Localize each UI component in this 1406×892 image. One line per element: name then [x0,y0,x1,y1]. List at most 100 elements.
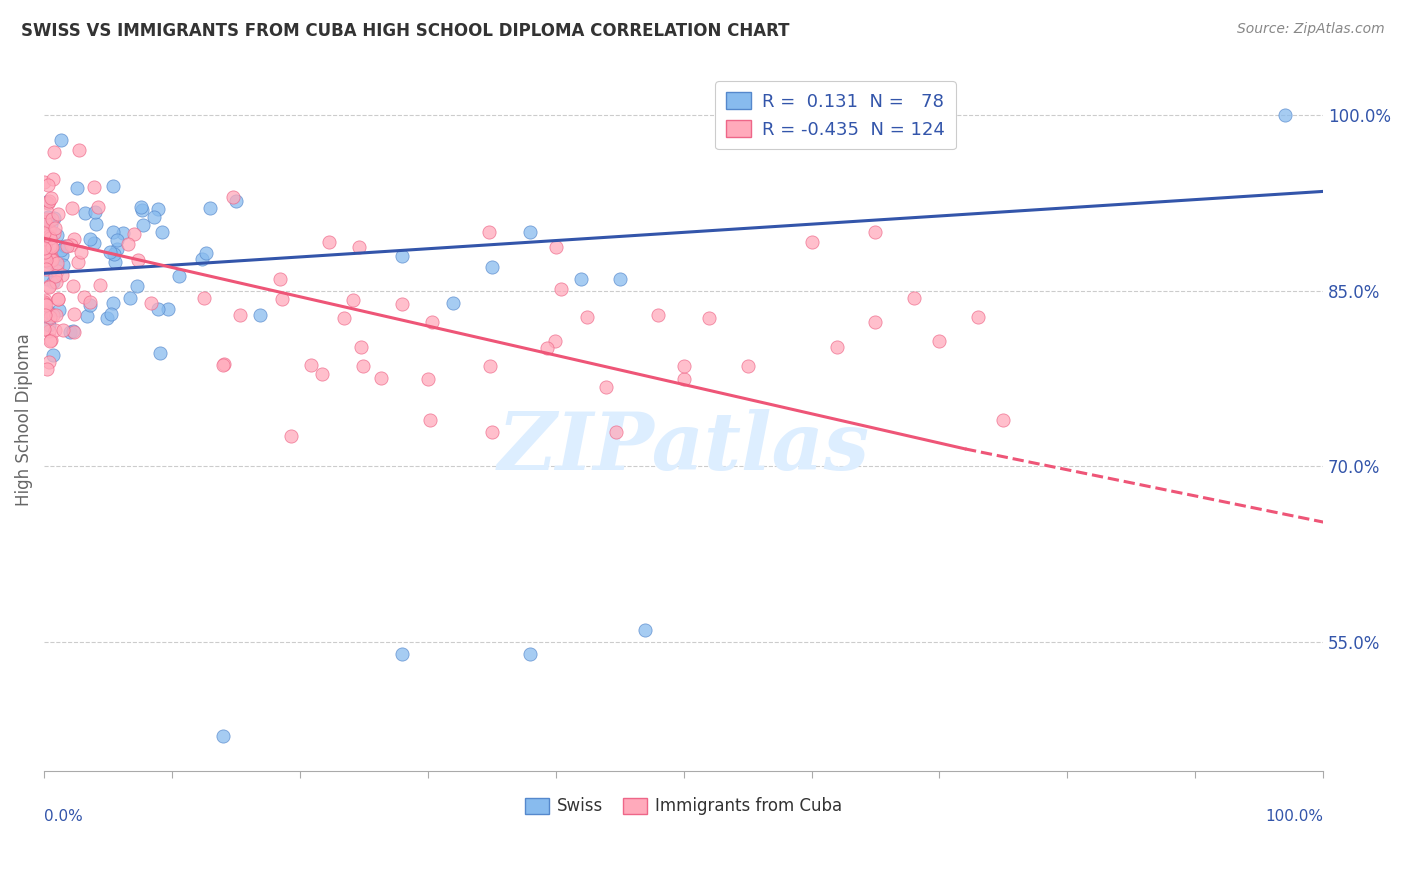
Point [42,145,65,159]
Point [34,262,56,277]
Point [993,413,1015,427]
Text: SWISS VS IMMIGRANTS FROM CUBA HIGH SCHOOL DIPLOMA CORRELATION CHART: SWISS VS IMMIGRANTS FROM CUBA HIGH SCHOO… [21,22,790,40]
Point [37,178,59,193]
Point [370,371,392,385]
Point [103,247,125,261]
Point [519,647,541,661]
Point [67,254,90,268]
Point [966,310,988,325]
Point [697,310,720,325]
Point [34,309,56,323]
Point [299,359,322,373]
Point [391,647,413,661]
Point [34,258,56,272]
Point [129,201,152,215]
Point [32,322,55,336]
Point [38,255,60,269]
Text: ZIPatlas: ZIPatlas [498,409,870,486]
Point [149,345,172,359]
Point [865,225,887,239]
Point [280,428,302,442]
Point [198,201,221,215]
Point [519,225,541,239]
Point [32,295,55,310]
Point [212,729,235,743]
Point [104,255,127,269]
Point [103,178,125,193]
Point [39,191,62,205]
Point [66,180,89,194]
Point [87,200,110,214]
Point [148,202,170,216]
Point [152,225,174,239]
Point [127,278,149,293]
Point [39,251,62,265]
Point [419,413,441,427]
Point [146,302,169,317]
Point [46,256,69,270]
Point [59,325,82,339]
Point [34,238,56,252]
Point [222,190,245,204]
Legend: Swiss, Immigrants from Cuba: Swiss, Immigrants from Cuba [519,790,849,822]
Point [39,217,62,231]
Point [229,308,252,322]
Point [167,268,190,283]
Point [76,310,98,324]
Point [48,303,70,318]
Point [37,362,59,376]
Point [62,325,84,339]
Point [737,359,759,374]
Point [191,252,214,266]
Point [52,258,75,272]
Point [98,244,121,259]
Point [41,253,63,268]
Point [39,310,62,325]
Point [35,304,58,318]
Point [39,240,62,254]
Point [550,282,572,296]
Point [479,359,502,373]
Point [34,244,56,259]
Point [478,225,501,239]
Point [35,298,58,312]
Point [42,172,65,186]
Point [34,252,56,267]
Point [825,340,848,354]
Point [42,211,65,225]
Point [96,311,118,326]
Y-axis label: High School Diploma: High School Diploma [15,334,32,506]
Point [41,240,63,254]
Point [34,244,56,258]
Point [575,310,598,325]
Point [212,359,235,373]
Point [35,213,58,227]
Point [39,333,62,347]
Point [318,235,340,249]
Point [73,290,96,304]
Point [122,227,145,241]
Point [38,228,60,243]
Point [609,272,631,286]
Point [45,308,67,322]
Text: 100.0%: 100.0% [1265,809,1323,824]
Point [38,318,60,332]
Point [48,207,70,221]
Point [44,268,66,283]
Point [865,315,887,329]
Point [39,231,62,245]
Point [672,372,695,386]
Point [62,307,84,321]
Point [35,253,58,268]
Point [132,218,155,232]
Point [51,133,73,147]
Point [41,211,63,226]
Point [70,245,93,260]
Point [79,232,101,246]
Point [141,296,163,310]
Point [56,239,79,253]
Point [45,264,67,278]
Point [60,238,83,252]
Point [544,239,567,253]
Point [333,310,356,325]
